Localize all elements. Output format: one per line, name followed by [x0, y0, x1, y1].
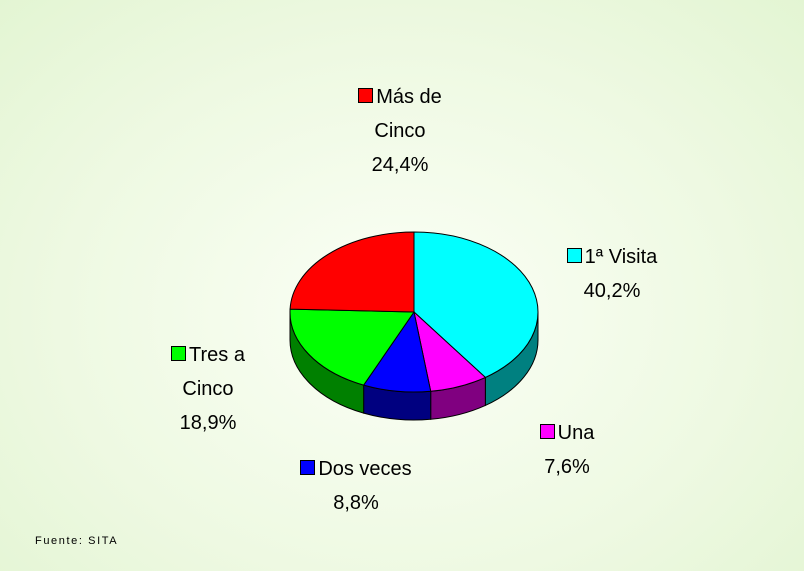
source-note: Fuente: SITA — [35, 535, 119, 547]
data-label: Dos veces 8,8% — [281, 452, 431, 520]
value-label: 40,2% — [583, 280, 641, 302]
value-label: 8,8% — [333, 492, 379, 514]
data-label: Más de Cinco 24,4% — [341, 80, 459, 182]
legend-swatch — [300, 460, 316, 475]
category-label: Tres a Cinco — [182, 344, 245, 400]
legend-swatch — [566, 248, 582, 263]
category-label: Dos veces — [318, 458, 412, 480]
category-label: Más de Cinco — [374, 86, 442, 142]
category-label: Una — [557, 422, 595, 444]
data-label: 1ª Visita 40,2% — [547, 240, 677, 308]
value-label: 7,6% — [544, 456, 590, 478]
data-label: Tres a Cinco 18,9% — [153, 338, 263, 440]
legend-swatch — [539, 424, 555, 439]
data-label: Una 7,6% — [522, 416, 612, 484]
category-label: 1ª Visita — [584, 246, 658, 268]
slice — [289, 231, 415, 313]
value-label: 18,9% — [179, 412, 237, 434]
legend-swatch — [171, 346, 187, 361]
slice — [289, 308, 415, 386]
value-label: 24,4% — [371, 154, 429, 176]
slice — [413, 231, 539, 379]
legend-swatch — [358, 88, 374, 103]
